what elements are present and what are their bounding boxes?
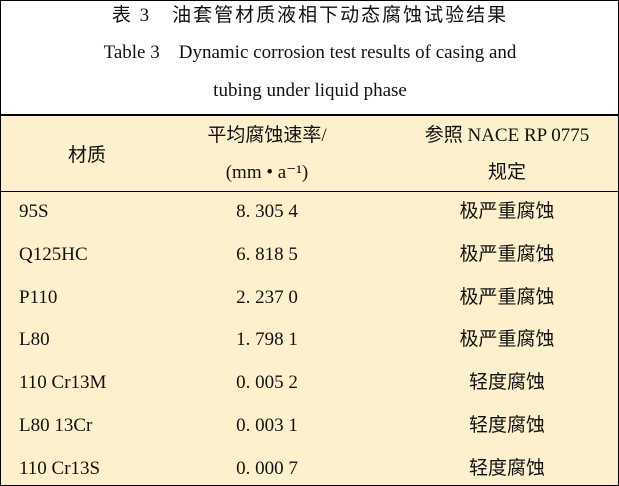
cell-rate: 6. 818 5 (236, 243, 298, 265)
cell-rate: 8. 305 4 (236, 201, 298, 222)
cell-rate: 1. 798 1 (236, 329, 298, 351)
table-background (1, 114, 618, 485)
header-material: 材质 (67, 145, 107, 166)
cell-material: 110 Cr13M (19, 372, 107, 394)
header-rate: (mm • a⁻¹) (225, 162, 309, 183)
cell-material: 110 Cr13S (19, 457, 101, 479)
title-en: tubing under liquid phase (213, 80, 407, 101)
title-en: Table 3 Dynamic corrosion test results o… (103, 42, 517, 63)
cell-rate: 2. 237 0 (236, 286, 298, 308)
cell-material: 95S (19, 201, 49, 222)
cell-standard: 极严重腐蚀 (459, 243, 555, 265)
cell-material: L80 (19, 329, 50, 351)
cell-material: P110 (19, 286, 58, 308)
header-rate: 平均腐蚀速率/ (207, 125, 327, 146)
cell-rate: 0. 003 1 (236, 415, 298, 436)
header-standard: 参照 NACE RP 0775 (424, 125, 590, 146)
cell-standard: 极严重腐蚀 (459, 201, 555, 222)
cell-rate: 0. 000 7 (236, 457, 298, 479)
cell-material: Q125HC (19, 243, 88, 265)
cell-standard: 极严重腐蚀 (459, 286, 555, 308)
cell-standard: 轻度腐蚀 (468, 372, 546, 394)
cell-material: L80 13Cr (19, 415, 93, 436)
cell-standard: 轻度腐蚀 (468, 457, 546, 479)
cell-standard: 极严重腐蚀 (459, 329, 555, 351)
cell-rate: 0. 005 2 (236, 372, 298, 394)
title-cn: 表 3 油套管材质液相下动态腐蚀试验结果 (111, 5, 509, 26)
header-standard: 规定 (487, 162, 527, 183)
header-rule (1, 191, 618, 192)
cell-standard: 轻度腐蚀 (468, 415, 546, 436)
